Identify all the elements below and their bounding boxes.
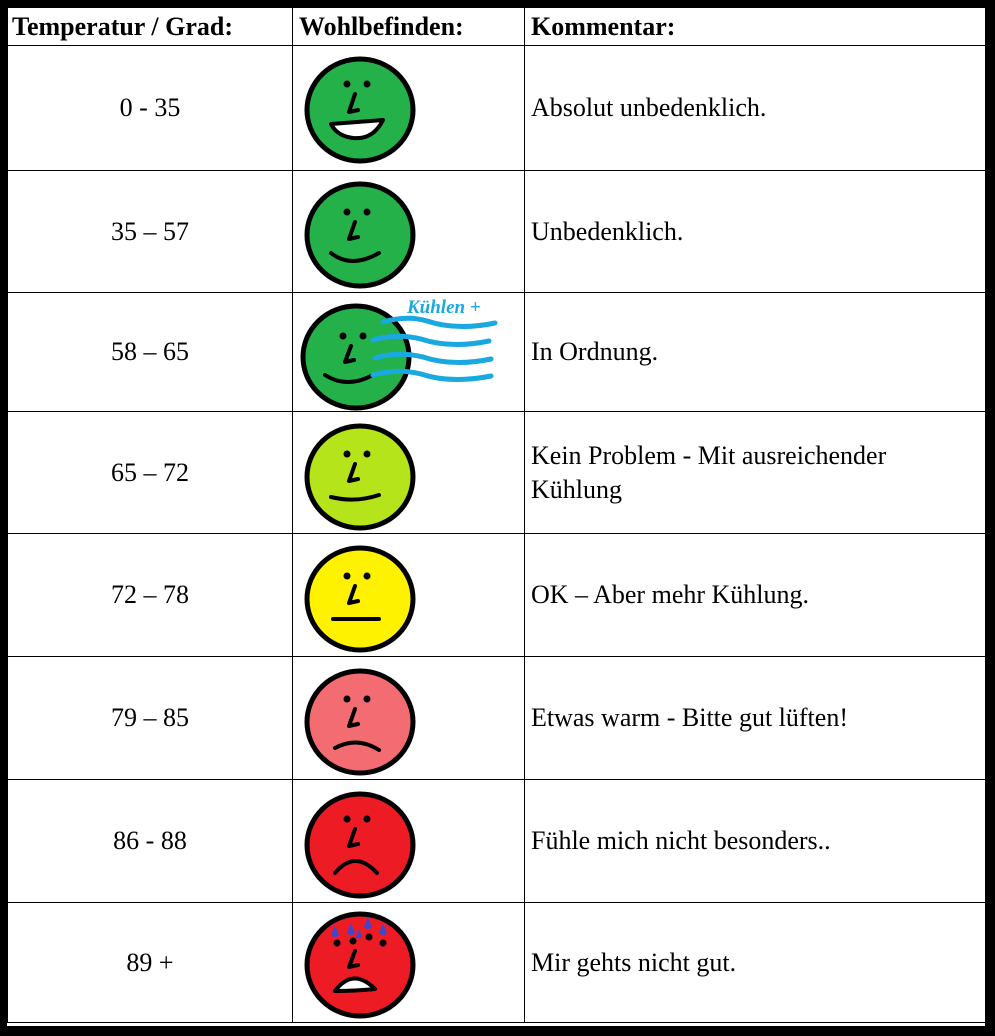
table-row: 72 – 78 OK – Aber mehr Kühlung. bbox=[7, 533, 986, 657]
temperature-range: 89 + bbox=[7, 902, 293, 1023]
temperature-range: 35 – 57 bbox=[7, 170, 293, 293]
comment-cell: Kein Problem - Mit ausreichender Kühlung bbox=[524, 411, 986, 534]
sad-face-icon bbox=[304, 791, 416, 899]
slightly-happy-face-icon bbox=[304, 423, 416, 531]
table-row: 79 – 85 Etwas warm - Bitte gut lüften! bbox=[7, 656, 986, 780]
neutral-face-icon bbox=[304, 545, 416, 653]
sweat-drops-icon bbox=[331, 917, 387, 939]
comment-cell: OK – Aber mehr Kühlung. bbox=[524, 533, 986, 657]
slightly-sad-face-icon bbox=[304, 668, 416, 776]
comment-cell: Unbedenklich. bbox=[524, 170, 986, 293]
header-temperature: Temperatur / Grad: bbox=[7, 7, 293, 46]
temperature-range: 86 - 88 bbox=[7, 779, 293, 903]
wellbeing-cell bbox=[292, 902, 525, 1023]
wellbeing-cell bbox=[292, 45, 525, 171]
wellbeing-cell bbox=[292, 411, 525, 534]
temperature-range: 0 - 35 bbox=[7, 45, 293, 171]
temperature-range: 72 – 78 bbox=[7, 533, 293, 657]
comment-cell: Fühle mich nicht besonders.. bbox=[524, 779, 986, 903]
comment-cell: Etwas warm - Bitte gut lüften! bbox=[524, 656, 986, 780]
wellbeing-cell bbox=[292, 170, 525, 293]
cooling-waves-icon bbox=[370, 315, 498, 383]
cooling-label: Kühlen + bbox=[407, 297, 481, 318]
table-row: 65 – 72 Kein Problem - Mit ausreichender… bbox=[7, 411, 986, 534]
temperature-range: 79 – 85 bbox=[7, 656, 293, 780]
table-row: 86 - 88 Fühle mich nicht besonders.. bbox=[7, 779, 986, 903]
header-comment: Kommentar: bbox=[524, 7, 986, 46]
table-row: 0 - 35 Absolut unbedenklich. bbox=[7, 45, 986, 171]
sweating-sick-face-icon bbox=[304, 911, 416, 1019]
comment-cell: Absolut unbedenklich. bbox=[524, 45, 986, 171]
wellbeing-cell bbox=[292, 533, 525, 657]
happy-face-icon bbox=[304, 181, 416, 289]
happy-cooled-face-icon bbox=[300, 303, 498, 411]
temperature-table: Temperatur / Grad: Wohlbefinden: Komment… bbox=[7, 7, 986, 1023]
table-row: 58 – 65 bbox=[7, 292, 986, 412]
comment-cell: Mir gehts nicht gut. bbox=[524, 902, 986, 1023]
table-row: 35 – 57 Unbedenklich. bbox=[7, 170, 986, 293]
temperature-range: 65 – 72 bbox=[7, 411, 293, 534]
table-row: 89 + bbox=[7, 902, 986, 1023]
very-happy-face-icon bbox=[304, 56, 416, 164]
wellbeing-cell bbox=[292, 779, 525, 903]
header-row: Temperatur / Grad: Wohlbefinden: Komment… bbox=[7, 7, 986, 46]
wellbeing-cell bbox=[292, 656, 525, 780]
temperature-table-sheet: Temperatur / Grad: Wohlbefinden: Komment… bbox=[7, 7, 986, 1026]
temperature-range: 58 – 65 bbox=[7, 292, 293, 412]
wellbeing-cell: Kühlen + bbox=[292, 292, 525, 412]
header-wellbeing: Wohlbefinden: bbox=[292, 7, 525, 46]
comment-cell: In Ordnung. bbox=[524, 292, 986, 412]
